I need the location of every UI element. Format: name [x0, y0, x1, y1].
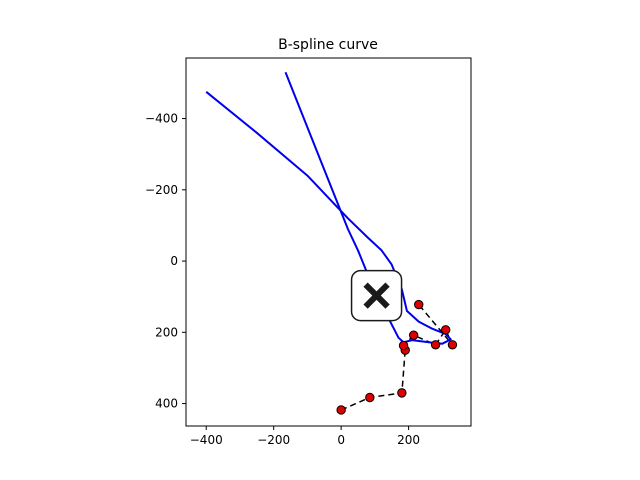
x-tick-label: 200	[397, 433, 420, 447]
chart-title: B-spline curve	[278, 37, 378, 53]
control-point	[430, 340, 441, 350]
x-tick-label: 0	[337, 433, 345, 447]
cross-marker-stroke	[363, 282, 390, 309]
control-point	[408, 330, 419, 340]
y-tick-label: −400	[145, 112, 178, 126]
x-tick-label: −400	[190, 433, 223, 447]
axes-frame	[185, 57, 472, 427]
series-layer	[205, 71, 458, 415]
control-point	[441, 325, 451, 335]
control-point	[414, 299, 424, 310]
y-tick-label: 400	[155, 397, 178, 411]
y-tick-label: 200	[155, 325, 178, 339]
ticks: −400 −200 0 200 −400 −200 0 200 400	[145, 112, 420, 447]
control-point	[397, 388, 407, 398]
y-tick-label: 0	[170, 254, 178, 268]
annotation-layer	[350, 269, 403, 322]
control-point	[398, 340, 409, 351]
x-tick-label: −200	[257, 433, 290, 447]
y-tick-label: −200	[145, 183, 178, 197]
spline-curve-line	[205, 71, 452, 345]
control-point	[447, 340, 458, 350]
control-point	[336, 405, 346, 415]
control-point	[365, 392, 375, 403]
